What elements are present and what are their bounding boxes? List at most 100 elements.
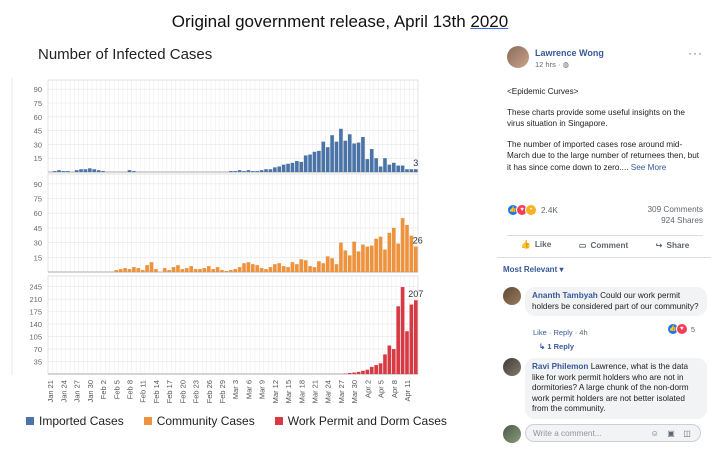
most-relevant-dropdown[interactable]: Most Relevant ▾ xyxy=(503,265,564,274)
panel-0-ytick: 45 xyxy=(34,127,42,136)
bar-imported xyxy=(396,165,400,172)
comment-bubble: Ananth Tambyah Could our work permit hol… xyxy=(525,287,707,316)
bar-community xyxy=(145,265,149,272)
bar-imported xyxy=(365,159,370,172)
comment-button[interactable]: ▭ Comment xyxy=(579,240,629,258)
panel-2-ytick: 175 xyxy=(29,308,42,317)
commenter-avatar[interactable] xyxy=(503,358,521,376)
bar-imported xyxy=(361,137,365,172)
panel-0-ytick: 90 xyxy=(34,85,42,94)
bar-imported xyxy=(88,168,92,172)
comment-input-icons[interactable]: ☺ ▣ ◫ xyxy=(650,429,694,438)
bar-community xyxy=(303,260,308,272)
bar-community xyxy=(409,235,414,272)
bar-imported xyxy=(268,169,273,172)
bar-community xyxy=(242,263,246,272)
commenter-name[interactable]: Ananth Tambyah xyxy=(532,291,598,300)
x-tick-label: Mar 30 xyxy=(350,380,359,403)
love-reaction-icon: ♥ xyxy=(675,323,688,335)
panel-0-ytick: 30 xyxy=(34,140,42,149)
bar-imported xyxy=(352,143,356,172)
bar-imported xyxy=(52,171,57,172)
comment-icon: ▭ xyxy=(578,241,587,250)
chart-title: Number of Infected Cases xyxy=(38,46,213,63)
post-header: Lawrence Wong 12 hrs · ◍ ··· xyxy=(507,46,703,76)
bar-community xyxy=(268,267,273,272)
write-comment-placeholder: Write a comment... xyxy=(533,429,602,438)
x-tick-label: Apr 5 xyxy=(377,380,386,398)
commenter-avatar[interactable] xyxy=(503,287,521,305)
comment-reply-link[interactable]: Reply xyxy=(553,328,573,337)
see-more-link[interactable]: See More xyxy=(630,162,667,172)
more-options-icon[interactable]: ··· xyxy=(688,46,703,60)
panel-0-ytick: 75 xyxy=(34,99,42,108)
bar-imported xyxy=(281,164,286,172)
like-button-label: Like xyxy=(534,240,552,249)
bar-imported xyxy=(334,141,339,172)
author-name[interactable]: Lawrence Wong xyxy=(535,48,604,58)
bar-imported xyxy=(255,171,260,172)
bar-imported xyxy=(409,169,414,172)
panel-2-ytick: 245 xyxy=(29,283,42,292)
bar-community xyxy=(343,250,348,272)
bar-community xyxy=(184,268,189,272)
bar-community xyxy=(321,263,326,272)
panel-2-ytick: 70 xyxy=(34,345,42,354)
author-avatar[interactable] xyxy=(507,46,529,68)
panel-1-ytick: 75 xyxy=(34,195,42,204)
bar-imported xyxy=(325,147,330,172)
write-comment-input[interactable]: Write a comment... ☺ ▣ ◫ xyxy=(525,424,701,442)
bar-imported xyxy=(339,128,343,172)
x-tick-label: Feb 17 xyxy=(165,380,174,403)
bar-imported xyxy=(330,135,334,172)
bar-community xyxy=(167,270,171,272)
bar-community xyxy=(369,245,374,272)
bar-community xyxy=(220,270,224,272)
post-meta: 12 hrs · ◍ xyxy=(535,60,570,69)
wow-reaction-icon: • xyxy=(525,204,537,216)
x-tick-label: Feb 23 xyxy=(192,380,201,403)
x-tick-label: Mar 18 xyxy=(297,380,306,403)
bar-community xyxy=(251,264,255,272)
bar-imported xyxy=(127,170,132,172)
share-button[interactable]: ↪ Share xyxy=(656,240,690,258)
bar-community xyxy=(339,242,343,272)
bar-community xyxy=(290,262,295,272)
bar-workpermit xyxy=(369,366,374,374)
like-button[interactable]: 👍 Like xyxy=(521,240,552,258)
comment-text: Lawrence, what is the data like for work… xyxy=(532,362,689,413)
x-tick-label: Apr 2 xyxy=(363,380,372,398)
bar-community xyxy=(193,269,198,272)
comment-bubble: Ravi Philemon Lawrence, what is the data… xyxy=(525,358,707,419)
comment-reactions[interactable]: 👍 ♥ 5 xyxy=(666,323,695,335)
bar-imported xyxy=(259,170,264,172)
bar-community xyxy=(365,246,370,272)
legend-swatch-imported xyxy=(26,417,34,425)
commenter-name[interactable]: Ravi Philemon xyxy=(532,362,589,371)
facebook-post-panel: Lawrence Wong 12 hrs · ◍ ··· <Epidemic C… xyxy=(497,40,711,448)
slide-title-year: 2020 xyxy=(470,12,509,31)
share-icon: ↪ xyxy=(655,241,663,250)
view-replies-link[interactable]: ↳ 1 Reply xyxy=(539,342,575,351)
bar-imported xyxy=(83,169,88,172)
bar-community xyxy=(308,266,312,272)
bar-community xyxy=(281,266,286,272)
x-tick-label: Mar 15 xyxy=(284,380,293,403)
bar-community xyxy=(233,269,238,272)
bar-community xyxy=(154,269,158,272)
panel-1-ytick: 15 xyxy=(34,253,42,262)
bar-community xyxy=(317,261,321,272)
comments-count[interactable]: 309 Comments xyxy=(647,205,703,214)
comment-like-link[interactable]: Like xyxy=(533,328,547,337)
bar-workpermit xyxy=(405,331,409,374)
post-body: <Epidemic Curves> These charts provide s… xyxy=(507,86,703,182)
bar-imported xyxy=(391,162,396,172)
bar-community xyxy=(206,266,211,272)
post-stats: 👍 ♥ • 2.4K 309 Comments 924 Shares xyxy=(507,200,703,226)
bar-workpermit xyxy=(391,349,396,374)
post-time[interactable]: 12 hrs xyxy=(535,60,556,69)
x-tick-label: Mar 9 xyxy=(258,380,267,399)
shares-count[interactable]: 924 Shares xyxy=(661,216,703,225)
reactions-summary[interactable]: 👍 ♥ • 2.4K xyxy=(507,204,558,216)
bar-community xyxy=(259,268,264,272)
